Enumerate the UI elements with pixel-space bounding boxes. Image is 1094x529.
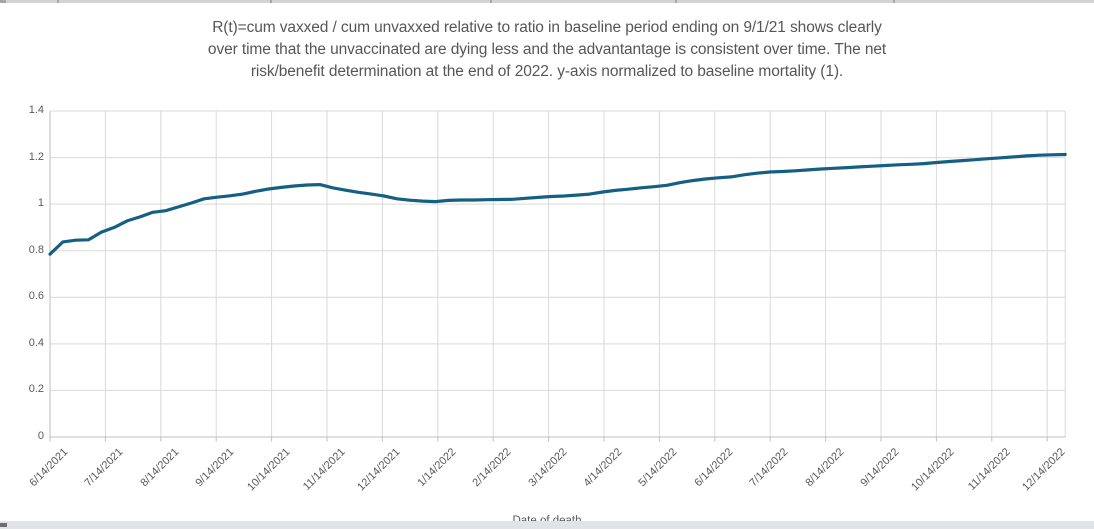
spreadsheet-top-edge bbox=[0, 0, 1094, 3]
y-axis-tick-label: 0 bbox=[37, 430, 44, 442]
bottom-window-edge bbox=[0, 521, 1094, 529]
y-axis-tick-label: 1.4 bbox=[28, 104, 44, 116]
column-divider-tick bbox=[270, 0, 272, 3]
y-axis-tick-label: 1.2 bbox=[28, 150, 44, 163]
chart-title: R(t)=cum vaxxed / cum unvaxxed relative … bbox=[0, 17, 1094, 83]
y-axis-tick-label: 0.2 bbox=[28, 383, 44, 396]
chart-title-line-1: R(t)=cum vaxxed / cum unvaxxed relative … bbox=[212, 19, 882, 36]
column-divider-tick bbox=[675, 0, 677, 3]
top-edge-corner bbox=[0, 0, 6, 3]
column-divider-tick bbox=[57, 0, 59, 3]
scrollbar-corner-mark bbox=[0, 523, 7, 527]
y-axis-tick-label: 0.4 bbox=[28, 336, 44, 349]
y-axis-tick-label: 0.6 bbox=[28, 290, 44, 303]
plot-area bbox=[48, 110, 1067, 442]
rt-series-line bbox=[48, 152, 1067, 256]
column-divider-tick bbox=[893, 0, 895, 3]
chart-title-line-2: over time that the unvaccinated are dyin… bbox=[207, 41, 887, 58]
y-axis-tick-label: 0.8 bbox=[28, 243, 44, 256]
chart-object[interactable]: R(t)=cum vaxxed / cum unvaxxed relative … bbox=[0, 3, 1094, 521]
chart-title-line-3: risk/benefit determination at the end of… bbox=[250, 63, 844, 80]
y-axis-tick-label: 1 bbox=[37, 197, 44, 210]
column-divider-tick bbox=[490, 0, 492, 3]
